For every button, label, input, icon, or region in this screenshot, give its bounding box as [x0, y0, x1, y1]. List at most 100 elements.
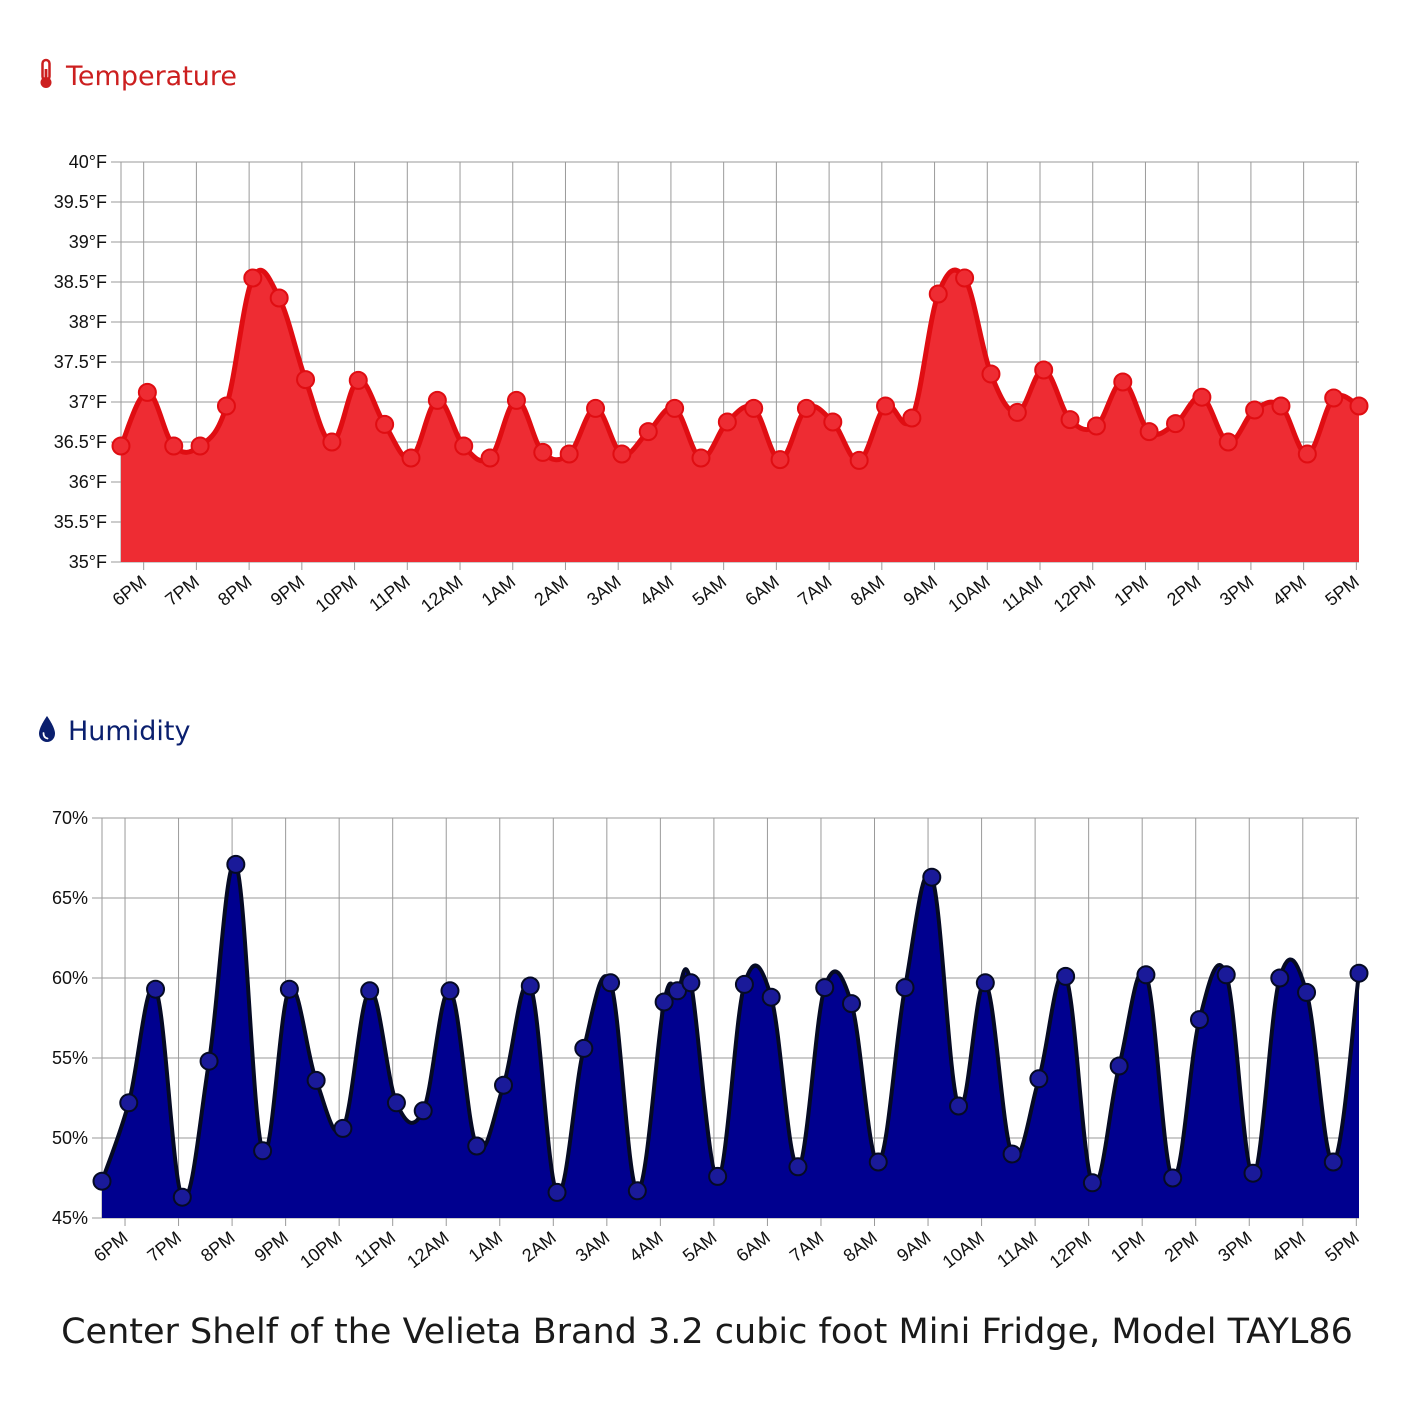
data-point — [348, 370, 368, 390]
data-point — [665, 398, 685, 418]
data-point — [902, 408, 922, 428]
data-point — [146, 979, 166, 999]
data-point — [190, 436, 210, 456]
data-point — [306, 1070, 326, 1090]
data-point — [601, 973, 621, 993]
x-tick-label: 11PM — [365, 571, 413, 615]
x-tick-label: 8AM — [847, 571, 888, 610]
thermometer-icon — [36, 58, 56, 94]
data-point — [360, 981, 380, 1001]
data-point — [1245, 400, 1265, 420]
data-point — [1086, 416, 1106, 436]
x-tick-label: 2AM — [518, 1227, 559, 1266]
data-point — [547, 1182, 567, 1202]
x-tick-label: 3AM — [572, 1227, 613, 1266]
x-tick-label: 7AM — [786, 1227, 827, 1266]
data-point — [1166, 414, 1186, 434]
x-tick-label: 12AM — [403, 1227, 452, 1272]
data-point — [279, 979, 299, 999]
data-point — [559, 444, 579, 464]
data-point — [333, 1118, 353, 1138]
data-point — [1113, 372, 1133, 392]
data-point — [520, 976, 540, 996]
x-tick-label: 5PM — [1321, 571, 1362, 610]
data-point — [788, 1157, 808, 1177]
data-point — [815, 978, 835, 998]
y-tick-label: 37°F — [69, 392, 107, 412]
x-tick-label: 6PM — [90, 1227, 131, 1266]
x-tick-label: 2PM — [1163, 571, 1204, 610]
x-tick-label: 6AM — [732, 1227, 773, 1266]
temperature-header: Temperature — [36, 58, 237, 94]
x-tick-label: 9PM — [251, 1227, 292, 1266]
x-tick-label: 11AM — [998, 571, 1046, 615]
data-point — [401, 448, 421, 468]
data-point — [1082, 1173, 1102, 1193]
x-tick-label: 11AM — [993, 1227, 1041, 1271]
x-tick-label: 4AM — [636, 571, 677, 610]
data-point — [796, 398, 816, 418]
humidity-chart-title: Humidity — [68, 715, 191, 747]
data-point — [612, 444, 632, 464]
data-point — [876, 396, 896, 416]
data-point — [841, 994, 861, 1014]
data-point — [111, 436, 131, 456]
y-tick-label: 50% — [52, 1128, 88, 1148]
x-tick-label: 10AM — [944, 571, 993, 616]
x-tick-label: 8AM — [839, 1227, 880, 1266]
x-tick-label: 12PM — [1050, 571, 1099, 616]
data-point — [1060, 410, 1080, 430]
data-point — [375, 414, 395, 434]
x-tick-label: 3PM — [1214, 1227, 1255, 1266]
data-point — [1243, 1163, 1263, 1183]
data-point — [681, 973, 701, 993]
x-tick-label: 1AM — [478, 571, 519, 610]
x-tick-label: 6AM — [741, 571, 782, 610]
data-point — [1002, 1144, 1022, 1164]
data-point — [981, 364, 1001, 384]
y-tick-label: 39.5°F — [54, 192, 107, 212]
data-point — [586, 398, 606, 418]
data-point — [386, 1093, 406, 1113]
temperature-chart-title: Temperature — [66, 60, 238, 92]
y-tick-label: 55% — [52, 1048, 88, 1068]
data-point — [949, 1096, 969, 1116]
data-point — [119, 1093, 139, 1113]
data-point — [427, 390, 447, 410]
data-point — [1297, 444, 1317, 464]
data-point — [494, 1075, 514, 1095]
x-tick-label: 10AM — [939, 1227, 988, 1272]
x-tick-label: 5AM — [689, 571, 730, 610]
data-point — [480, 448, 500, 468]
data-point — [172, 1187, 192, 1207]
x-tick-label: 4PM — [1268, 1227, 1309, 1266]
data-point — [413, 1101, 433, 1121]
data-point — [506, 390, 526, 410]
data-point — [440, 981, 460, 1001]
x-tick-label: 9AM — [893, 1227, 934, 1266]
y-tick-label: 40°F — [69, 152, 107, 172]
x-tick-label: 5PM — [1321, 1227, 1362, 1266]
y-tick-label: 35.5°F — [54, 512, 107, 532]
data-point — [199, 1051, 219, 1071]
data-point — [654, 992, 674, 1012]
humidity-header: Humidity — [36, 714, 190, 748]
data-point — [975, 973, 995, 993]
data-point — [1029, 1069, 1049, 1089]
x-tick-label: 7PM — [161, 571, 202, 610]
data-point — [1324, 388, 1344, 408]
data-point — [1109, 1056, 1129, 1076]
data-point — [1323, 1152, 1343, 1172]
x-tick-label: 4PM — [1269, 571, 1310, 610]
data-point — [1007, 402, 1027, 422]
x-tick-label: 1PM — [1110, 571, 1151, 610]
data-point — [717, 412, 737, 432]
x-tick-label: 3PM — [1216, 571, 1257, 610]
data-point — [216, 396, 236, 416]
x-tick-label: 7PM — [144, 1227, 185, 1266]
y-tick-label: 65% — [52, 888, 88, 908]
x-tick-label: 11PM — [351, 1227, 399, 1271]
data-point — [761, 987, 781, 1007]
series-area — [102, 863, 1359, 1218]
data-point — [1189, 1010, 1209, 1030]
